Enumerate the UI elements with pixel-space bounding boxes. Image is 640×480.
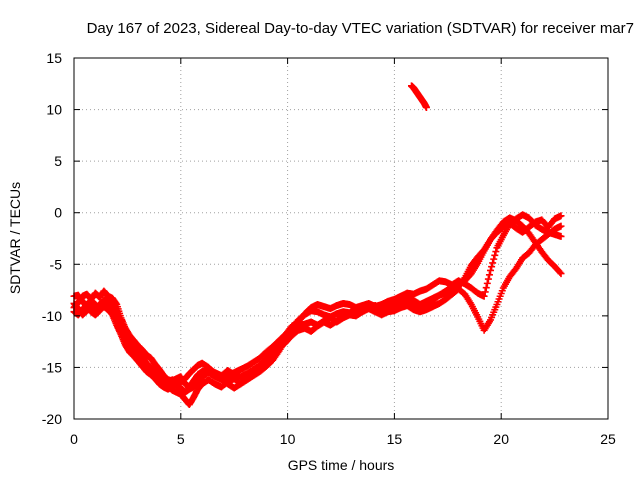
series-layer <box>70 82 565 409</box>
y-tick-label: 15 <box>46 50 62 66</box>
plot-frame <box>73 57 609 420</box>
y-tick-label: -20 <box>42 411 62 427</box>
data-point <box>485 271 493 279</box>
axis-layer <box>73 57 609 420</box>
y-axis-title: SDTVAR / TECUs <box>7 182 23 294</box>
data-point <box>557 232 565 240</box>
x-tick-label: 25 <box>600 431 616 447</box>
x-tick-label: 10 <box>280 431 296 447</box>
data-point <box>489 259 497 267</box>
y-tick-label: -5 <box>50 256 63 272</box>
y-tick-label: -10 <box>42 308 62 324</box>
data-point <box>556 268 564 276</box>
data-point <box>422 104 430 112</box>
chart-title: Day 167 of 2023, Sidereal Day-to-day VTE… <box>87 20 634 37</box>
y-tick-label: 0 <box>54 205 62 221</box>
x-axis-title: GPS time / hours <box>288 457 395 473</box>
x-tick-label: 15 <box>387 431 403 447</box>
data-point <box>484 275 492 283</box>
y-tick-label: 10 <box>46 102 62 118</box>
data-point <box>557 222 565 230</box>
data-point <box>480 292 488 300</box>
tick-label-layer: 0 5 10 15 20 25 -20 -15 -10 -5 0 5 10 15 <box>42 50 616 447</box>
series-isolated-segment <box>407 82 430 112</box>
data-point <box>487 266 495 274</box>
data-point <box>482 284 490 292</box>
series-track-d <box>70 214 565 393</box>
x-tick-label: 5 <box>177 431 185 447</box>
x-tick-label: 0 <box>70 431 78 447</box>
data-point <box>557 212 565 220</box>
data-point <box>557 270 565 278</box>
data-point <box>488 263 496 271</box>
y-tick-label: -15 <box>42 359 62 375</box>
y-tick-label: 5 <box>54 153 62 169</box>
data-point <box>490 255 498 263</box>
data-point <box>481 288 489 296</box>
x-tick-label: 20 <box>493 431 509 447</box>
data-point <box>492 248 500 256</box>
data-point <box>491 251 499 259</box>
data-point <box>483 279 491 287</box>
